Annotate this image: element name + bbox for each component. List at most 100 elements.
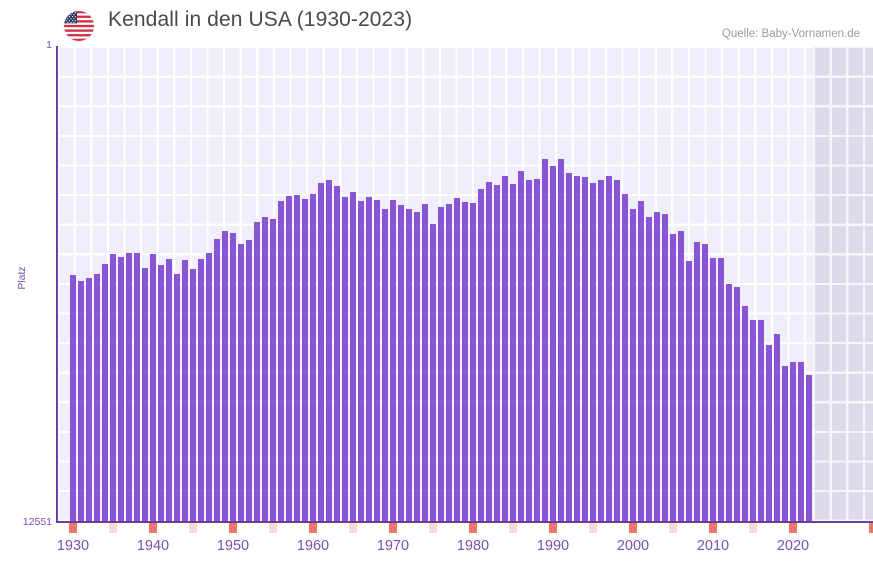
bar bbox=[357, 201, 365, 521]
source-attribution: Quelle: Baby-Vornamen.de bbox=[721, 28, 860, 40]
x-axis-tick-minor bbox=[109, 523, 117, 533]
bar bbox=[397, 205, 405, 521]
x-axis-tick-major bbox=[149, 523, 157, 533]
bar bbox=[589, 182, 597, 521]
bar bbox=[701, 243, 709, 521]
y-axis-line bbox=[56, 46, 58, 522]
bar bbox=[325, 179, 333, 521]
bar bbox=[709, 257, 717, 521]
bar bbox=[765, 344, 773, 521]
bar bbox=[157, 265, 165, 521]
bar bbox=[429, 223, 437, 521]
bar bbox=[565, 172, 573, 521]
bar bbox=[773, 334, 781, 521]
bar bbox=[693, 242, 701, 521]
bar bbox=[413, 211, 421, 521]
bar bbox=[605, 175, 613, 521]
bar bbox=[173, 274, 181, 521]
bar bbox=[141, 268, 149, 521]
bar bbox=[525, 179, 533, 521]
bar bbox=[77, 280, 85, 521]
bar bbox=[597, 180, 605, 521]
bar bbox=[501, 175, 509, 521]
x-axis-tick-major bbox=[709, 523, 717, 533]
chart-plot-area bbox=[57, 46, 873, 521]
bar bbox=[789, 361, 797, 521]
bar bbox=[165, 258, 173, 521]
x-axis-tick-major bbox=[549, 523, 557, 533]
x-axis-tick-major bbox=[309, 523, 317, 533]
x-axis-tick-minor bbox=[749, 523, 757, 533]
bar bbox=[317, 182, 325, 521]
bar bbox=[333, 186, 341, 521]
page-title: Kendall in den USA (1930-2023) bbox=[108, 8, 413, 31]
bar bbox=[757, 319, 765, 521]
bar bbox=[381, 208, 389, 521]
x-axis-line bbox=[56, 521, 873, 523]
x-axis-tick-label: 1980 bbox=[456, 538, 490, 554]
x-axis-tick-label: 1970 bbox=[376, 538, 410, 554]
bar bbox=[365, 196, 373, 521]
x-axis-tick-minor bbox=[189, 523, 197, 533]
bar bbox=[69, 274, 77, 521]
bar bbox=[93, 274, 101, 521]
x-axis-tick-minor bbox=[669, 523, 677, 533]
x-axis-tick-major bbox=[389, 523, 397, 533]
bar bbox=[533, 179, 541, 521]
x-axis-tick-minor bbox=[269, 523, 277, 533]
bar bbox=[205, 253, 213, 521]
x-axis-tick-label: 2000 bbox=[616, 538, 650, 554]
bar bbox=[797, 361, 805, 521]
bar bbox=[405, 208, 413, 521]
x-axis-tick-major bbox=[789, 523, 797, 533]
bar bbox=[133, 253, 141, 521]
bar bbox=[549, 165, 557, 521]
x-axis-tick-minor bbox=[429, 523, 437, 533]
y-axis-title: Platz bbox=[16, 266, 28, 290]
bar bbox=[85, 277, 93, 521]
x-axis-tick-label: 2010 bbox=[696, 538, 730, 554]
future-region-shading bbox=[812, 46, 873, 521]
bar bbox=[653, 212, 661, 521]
bar bbox=[421, 204, 429, 521]
bar bbox=[445, 203, 453, 521]
bar bbox=[637, 201, 645, 521]
bar bbox=[677, 231, 685, 521]
bar bbox=[685, 260, 693, 521]
x-axis-tick-minor bbox=[509, 523, 517, 533]
us-flag-icon bbox=[64, 11, 94, 41]
bar bbox=[149, 254, 157, 521]
bar bbox=[469, 203, 477, 521]
bar bbox=[453, 198, 461, 521]
x-axis-tick-major bbox=[629, 523, 637, 533]
bar bbox=[805, 375, 813, 521]
bar bbox=[573, 176, 581, 521]
x-axis-tick-major bbox=[869, 523, 873, 533]
bar bbox=[101, 263, 109, 521]
bar bbox=[733, 286, 741, 521]
bar bbox=[245, 239, 253, 521]
bar bbox=[741, 305, 749, 521]
x-axis-tick-label: 2020 bbox=[776, 538, 810, 554]
bar bbox=[213, 239, 221, 521]
bar bbox=[253, 221, 261, 521]
bar bbox=[613, 179, 621, 521]
bar bbox=[485, 182, 493, 521]
x-axis-tick-major bbox=[69, 523, 77, 533]
bar bbox=[293, 195, 301, 521]
bar bbox=[477, 189, 485, 521]
bar bbox=[309, 193, 317, 521]
x-axis-tick-minor bbox=[349, 523, 357, 533]
bar-series bbox=[57, 46, 873, 521]
bar bbox=[557, 158, 565, 521]
bar bbox=[285, 196, 293, 521]
bar bbox=[197, 259, 205, 521]
bar bbox=[661, 213, 669, 521]
bar bbox=[669, 234, 677, 521]
bar bbox=[301, 199, 309, 521]
bar bbox=[277, 201, 285, 521]
bar bbox=[645, 217, 653, 521]
x-axis-tick-major bbox=[229, 523, 237, 533]
x-axis-tick-minor bbox=[589, 523, 597, 533]
bar bbox=[125, 253, 133, 521]
